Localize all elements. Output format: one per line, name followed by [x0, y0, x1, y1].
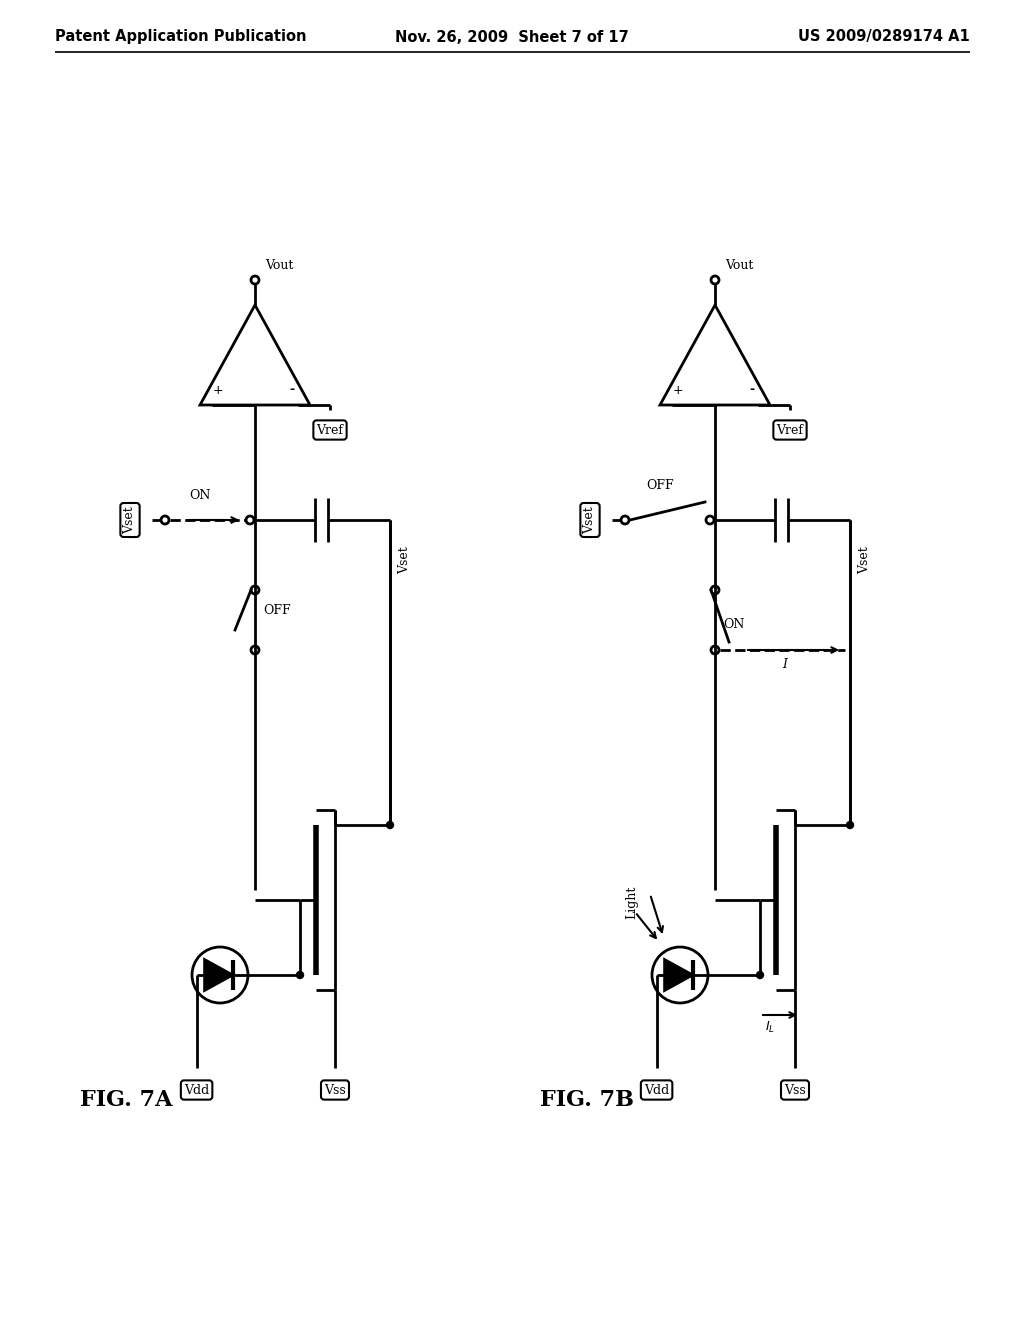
Text: FIG. 7B: FIG. 7B: [540, 1089, 634, 1111]
Circle shape: [297, 972, 303, 978]
Text: OFF: OFF: [263, 603, 291, 616]
Polygon shape: [665, 960, 692, 990]
Text: Vset: Vset: [584, 506, 597, 533]
Text: Vref: Vref: [776, 424, 804, 437]
Text: Vout: Vout: [265, 259, 293, 272]
Polygon shape: [205, 960, 232, 990]
Circle shape: [757, 972, 764, 978]
Text: Vdd: Vdd: [644, 1084, 670, 1097]
Text: Vset: Vset: [858, 546, 871, 574]
Text: Vss: Vss: [325, 1084, 346, 1097]
Text: I: I: [782, 659, 787, 672]
Text: -: -: [750, 384, 755, 396]
Text: OFF: OFF: [646, 479, 674, 492]
Text: Vdd: Vdd: [184, 1084, 209, 1097]
Circle shape: [386, 821, 393, 829]
Text: Vset: Vset: [398, 546, 411, 574]
Text: Vset: Vset: [124, 506, 136, 533]
Circle shape: [847, 821, 853, 829]
Text: -: -: [290, 384, 295, 396]
Text: Light: Light: [626, 886, 639, 919]
Text: $I_L$: $I_L$: [765, 1019, 775, 1035]
Text: Patent Application Publication: Patent Application Publication: [55, 29, 306, 45]
Text: Vss: Vss: [784, 1084, 806, 1097]
Text: Vref: Vref: [316, 424, 343, 437]
Text: ON: ON: [189, 488, 211, 502]
Text: FIG. 7A: FIG. 7A: [80, 1089, 172, 1111]
Text: +: +: [673, 384, 683, 396]
Text: US 2009/0289174 A1: US 2009/0289174 A1: [799, 29, 970, 45]
Text: +: +: [213, 384, 223, 396]
Text: Nov. 26, 2009  Sheet 7 of 17: Nov. 26, 2009 Sheet 7 of 17: [395, 29, 629, 45]
Text: ON: ON: [723, 619, 744, 631]
Text: Vout: Vout: [725, 259, 754, 272]
